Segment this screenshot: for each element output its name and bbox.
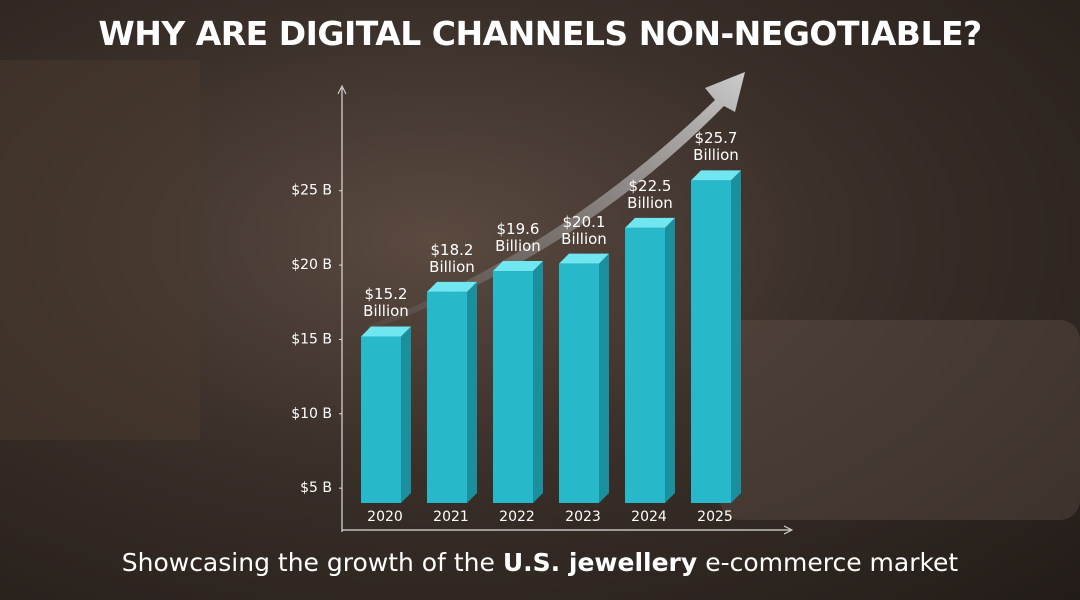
x-tick-label: 2021 — [433, 509, 469, 525]
bar-side — [731, 170, 741, 503]
y-axis-arrow — [337, 84, 347, 95]
value-label: $25.7 Billion — [693, 129, 739, 165]
growth-arrow — [368, 72, 745, 330]
x-tick-label: 2020 — [367, 509, 403, 525]
bar-side — [599, 253, 609, 503]
x-tick-label: 2024 — [631, 509, 667, 525]
bar — [493, 271, 533, 503]
chart-title: WHY ARE DIGITAL CHANNELS NON-NEGOTIABLE? — [98, 14, 982, 53]
x-tick-label: 2023 — [565, 509, 601, 525]
x-axis-arrow — [783, 525, 794, 535]
x-tick-label: 2025 — [697, 509, 733, 525]
y-tick-label: $20 B — [291, 257, 332, 273]
bar-top — [559, 253, 609, 264]
bar-side — [533, 261, 543, 503]
y-tick-label: $15 B — [291, 331, 332, 347]
bar — [625, 227, 665, 504]
value-label: $15.2 Billion — [363, 285, 409, 321]
value-label: $22.5 Billion — [627, 176, 673, 212]
bar-top — [625, 217, 675, 228]
bar — [361, 336, 401, 503]
value-label: $20.1 Billion — [561, 212, 607, 248]
subtitle: Showcasing the growth of the U.S. jewelle… — [0, 548, 1080, 577]
bar — [427, 291, 467, 503]
bar — [691, 180, 731, 503]
subtitle-text: Showcasing the growth of the — [121, 548, 495, 577]
y-tick-label: $5 B — [300, 480, 332, 496]
bar-top — [691, 170, 741, 181]
y-tick-label: $10 B — [291, 406, 332, 422]
bar-side — [467, 281, 477, 503]
bar-top — [361, 326, 411, 337]
bar — [559, 263, 599, 503]
bar-top — [427, 281, 477, 292]
subtitle-emphasis: U.S. jewellery — [502, 548, 698, 577]
bar-top — [493, 261, 543, 272]
value-label: $18.2 Billion — [429, 240, 475, 276]
value-label: $19.6 Billion — [495, 220, 541, 256]
x-tick-label: 2022 — [499, 509, 535, 525]
bar-side — [401, 326, 411, 503]
y-tick-label: $25 B — [291, 183, 332, 199]
bar-side — [665, 217, 675, 504]
subtitle-text: e-commerce market — [705, 548, 959, 577]
